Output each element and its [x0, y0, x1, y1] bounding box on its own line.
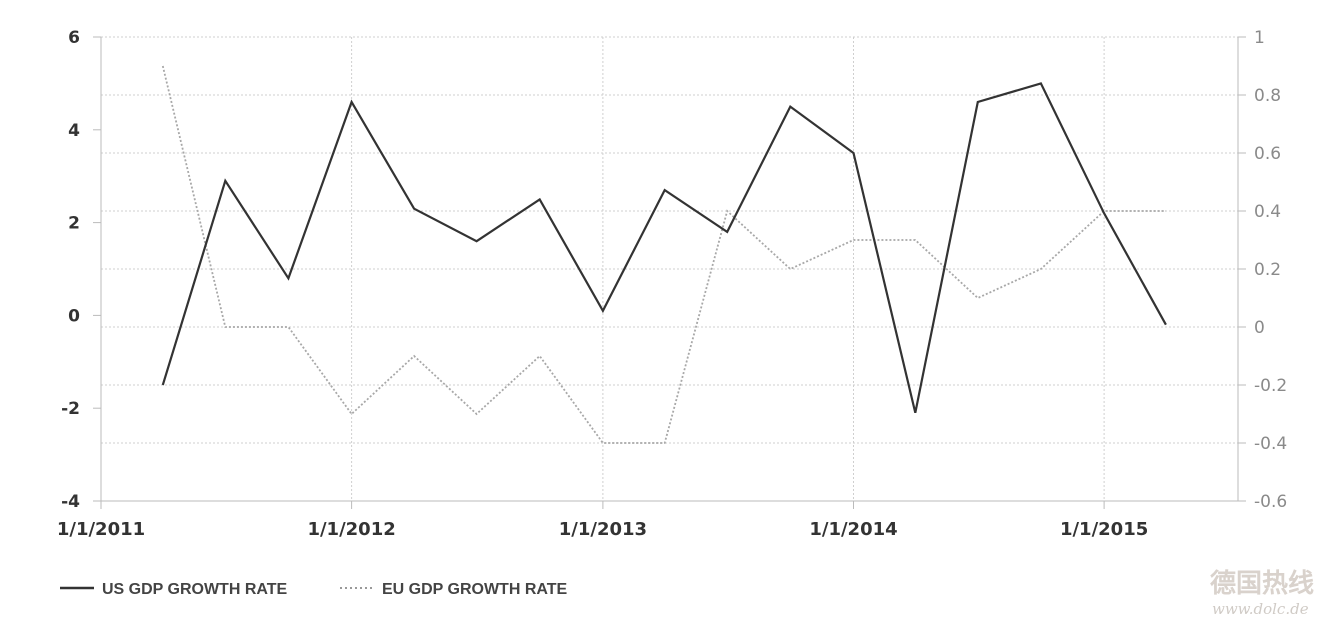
y-right-tick-label: -0.4 — [1254, 434, 1287, 454]
series-line-us-gdp — [161, 82, 1167, 414]
axes — [93, 36, 1246, 509]
y-left-tick-label: 2 — [68, 214, 80, 234]
watermark-url: www.dolc.de — [1212, 600, 1309, 618]
legend: US GDP GROWTH RATE EU GDP GROWTH RATE — [60, 581, 568, 598]
y-left-tick-label: -2 — [61, 399, 80, 419]
y-right-tick-label: 0.6 — [1254, 144, 1281, 164]
legend-item-us: US GDP GROWTH RATE — [60, 581, 288, 598]
legend-item-eu: EU GDP GROWTH RATE — [340, 581, 568, 598]
x-tick-label: 1/1/2011 — [57, 519, 145, 540]
x-tick-label: 1/1/2012 — [307, 519, 395, 540]
x-tick-label: 1/1/2014 — [809, 519, 897, 540]
tick-labels: 1/1/2011 1/1/2012 1/1/2013 1/1/2014 1/1/2015… — [57, 28, 1287, 540]
legend-label-eu: EU GDP GROWTH RATE — [382, 581, 568, 598]
watermark: 德国热线 www.dolc.de — [1210, 569, 1314, 618]
grid-lines — [100, 36, 1238, 502]
series-line-eu-gdp — [161, 65, 1166, 444]
y-right-tick-label: -0.2 — [1254, 376, 1287, 396]
y-left-tick-label: 6 — [68, 28, 80, 48]
y-right-tick-label: -0.6 — [1254, 492, 1287, 512]
y-left-tick-label: 4 — [68, 121, 80, 141]
series-lines — [161, 65, 1167, 444]
y-right-tick-label: 0 — [1254, 318, 1265, 338]
y-left-tick-label: -4 — [61, 492, 80, 512]
x-tick-label: 1/1/2013 — [559, 519, 647, 540]
y-right-tick-label: 0.8 — [1254, 86, 1281, 106]
watermark-chinese: 德国热线 — [1210, 569, 1314, 599]
y-right-tick-label: 0.2 — [1254, 260, 1281, 280]
y-left-tick-label: 0 — [68, 306, 80, 326]
legend-label-us: US GDP GROWTH RATE — [102, 581, 288, 598]
y-right-tick-label: 1 — [1254, 28, 1265, 48]
x-tick-label: 1/1/2015 — [1060, 519, 1148, 540]
y-right-tick-label: 0.4 — [1254, 202, 1281, 222]
